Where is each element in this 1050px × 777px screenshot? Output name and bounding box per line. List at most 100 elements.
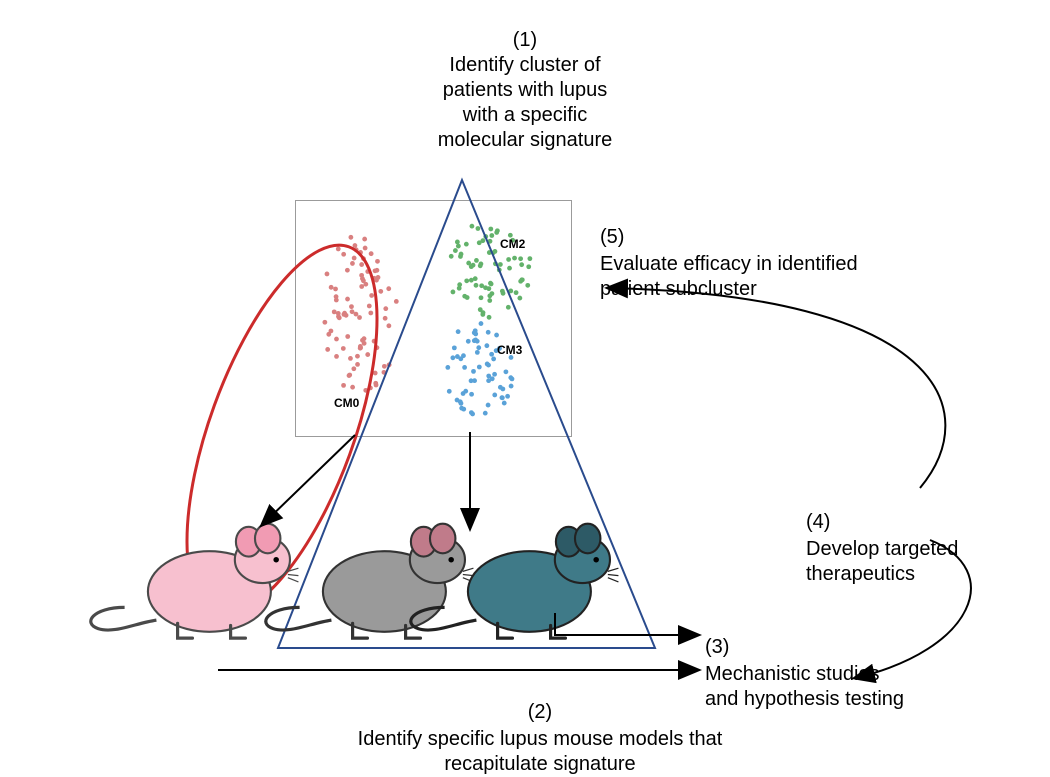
step2: (2)Identify specific lupus mouse models … <box>330 700 750 777</box>
scatter-point <box>508 375 513 380</box>
scatter-point <box>336 247 341 252</box>
scatter-point <box>519 262 524 267</box>
scatter-point <box>486 403 491 408</box>
scatter-point <box>461 407 466 412</box>
scatter-point <box>500 395 505 400</box>
scatter-point <box>341 312 346 317</box>
scatter-point <box>369 293 374 298</box>
scatter-point <box>461 353 466 358</box>
scatter-point <box>475 350 480 355</box>
scatter-point <box>471 369 476 374</box>
scatter-point <box>333 287 338 292</box>
scatter-point <box>329 285 334 290</box>
scatter-point <box>506 257 511 262</box>
scatter-point <box>386 286 391 291</box>
scatter-point <box>455 354 460 359</box>
scatter-point <box>518 256 523 261</box>
step1: (1)Identify cluster ofpatients with lupu… <box>405 28 645 153</box>
scatter-point <box>355 362 360 367</box>
scatter-point <box>493 249 498 254</box>
scatter-point <box>341 383 346 388</box>
scatter-point <box>486 378 491 383</box>
scatter-point <box>476 345 481 350</box>
scatter-point <box>341 252 346 257</box>
scatter-point <box>455 240 460 245</box>
scatter-point <box>491 357 496 362</box>
scatter-point <box>354 312 359 317</box>
scatter-point <box>334 337 339 342</box>
scatter-point <box>358 344 363 349</box>
scatter-point <box>350 385 355 390</box>
scatter-point <box>507 266 512 271</box>
scatter-point <box>382 364 387 369</box>
scatter-point <box>365 352 370 357</box>
scatter-point <box>494 333 499 338</box>
scatter-point <box>466 339 471 344</box>
scatter-point <box>520 277 525 282</box>
step4: (4)Develop targetedtherapeutics <box>806 510 1026 587</box>
scatter-point <box>361 278 366 283</box>
scatter-point <box>474 283 479 288</box>
scatter-point <box>369 251 374 256</box>
scatter-point <box>488 281 493 286</box>
scatter-point <box>502 401 507 406</box>
scatter-point <box>345 334 350 339</box>
scatter-point <box>494 230 499 235</box>
scatter-point <box>489 352 494 357</box>
scatter-point <box>351 366 356 371</box>
scatter-point <box>453 248 458 253</box>
scatter-point <box>362 336 367 341</box>
scatter-point <box>357 315 362 320</box>
scatter-point <box>386 323 391 328</box>
scatter-point <box>512 256 517 261</box>
scatter-point <box>480 238 485 243</box>
scatter-point <box>325 272 330 277</box>
scatter-point <box>450 355 455 360</box>
scatter-point <box>492 393 497 398</box>
label-CM0: CM0 <box>334 396 374 411</box>
scatter-point <box>459 252 464 257</box>
scatter-point <box>471 263 476 268</box>
scatter-point <box>334 354 339 359</box>
scatter-point <box>517 296 522 301</box>
scatter-point <box>474 258 479 263</box>
scatter-point <box>355 354 360 359</box>
scatter-point <box>469 392 474 397</box>
scatter-point <box>345 268 350 273</box>
scatter-point <box>483 411 488 416</box>
scatter-point <box>487 293 492 298</box>
diagram-stage: (1)Identify cluster ofpatients with lupu… <box>0 0 1050 765</box>
label-CM3: CM3 <box>497 343 537 358</box>
scatter-point <box>466 261 471 266</box>
scatter-point <box>485 362 490 367</box>
scatter-point <box>526 264 531 269</box>
scatter-point <box>498 262 503 267</box>
scatter-point <box>514 290 519 295</box>
scatter-point <box>334 294 339 299</box>
curve-arrow <box>608 288 945 488</box>
scatter-point <box>473 276 478 281</box>
scatter-point <box>465 295 470 300</box>
scatter-point <box>394 299 399 304</box>
scatter-point <box>456 329 461 334</box>
scatter-point <box>479 321 484 326</box>
scatter-point <box>478 307 483 312</box>
scatter-point <box>359 262 364 267</box>
scatter-point <box>445 365 450 370</box>
scatter-point <box>363 246 368 251</box>
scatter-point <box>449 254 454 259</box>
scatter-point <box>486 330 491 335</box>
scatter-point <box>487 298 492 303</box>
scatter-point <box>525 283 530 288</box>
scatter-point <box>473 328 478 333</box>
scatter-point <box>483 285 488 290</box>
scatter-point <box>367 304 372 309</box>
scatter-point <box>368 311 373 316</box>
scatter-point <box>336 311 341 316</box>
scatter-point <box>527 256 532 261</box>
scatter-point <box>348 356 353 361</box>
scatter-point <box>345 297 350 302</box>
scatter-point <box>476 226 481 231</box>
scatter-point <box>329 329 334 334</box>
scatter-point <box>488 227 493 232</box>
